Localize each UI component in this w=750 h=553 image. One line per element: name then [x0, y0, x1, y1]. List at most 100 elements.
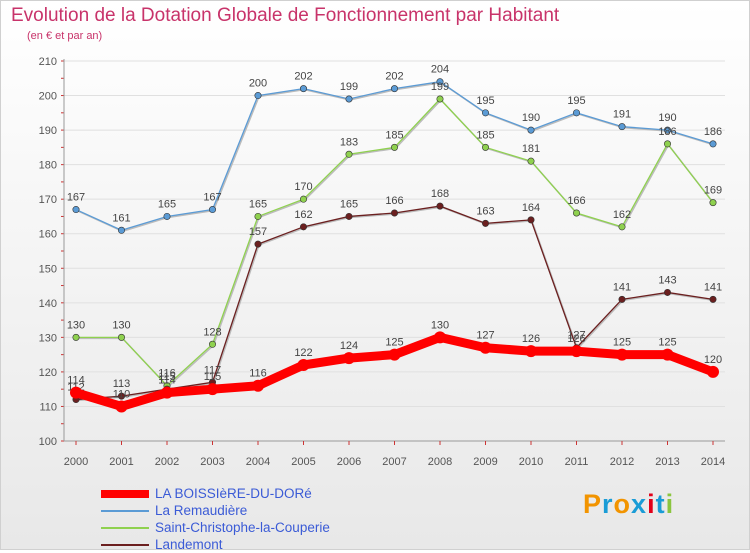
data-label: 127 — [476, 330, 494, 342]
data-label: 117 — [204, 364, 222, 376]
data-label: 115 — [204, 371, 222, 383]
data-label: 125 — [385, 337, 403, 349]
data-label: 157 — [249, 226, 267, 238]
data-point — [252, 379, 264, 392]
data-point — [388, 348, 401, 361]
data-label: 199 — [340, 81, 358, 93]
data-label: 162 — [294, 209, 312, 221]
data-point — [163, 212, 171, 220]
data-label: 127 — [567, 330, 585, 342]
data-point — [616, 348, 628, 361]
x-tick-label: 2009 — [473, 456, 497, 468]
data-label: 164 — [522, 202, 540, 214]
data-label: 120 — [704, 354, 722, 366]
y-tick-label: 150 — [39, 263, 57, 275]
data-point — [618, 123, 626, 131]
data-point — [527, 157, 535, 165]
x-tick-label: 2002 — [155, 456, 179, 468]
data-label: 113 — [113, 378, 131, 390]
proxiti-logo: Proxiti — [583, 489, 674, 520]
y-tick-label: 190 — [39, 125, 57, 137]
data-label: 186 — [704, 126, 722, 138]
data-label: 116 — [158, 368, 176, 380]
legend-item: LA BOISSIèRE-DU-DORé — [101, 485, 330, 502]
data-label: 165 — [249, 198, 267, 210]
data-point — [343, 352, 355, 365]
y-tick-label: 210 — [39, 56, 57, 68]
data-point — [572, 209, 580, 217]
data-point — [118, 226, 126, 234]
data-label: 181 — [522, 143, 540, 155]
x-tick-label: 2001 — [109, 456, 133, 468]
data-label: 114 — [67, 375, 85, 387]
data-label: 165 — [340, 198, 358, 210]
data-label: 126 — [567, 333, 585, 345]
data-label: 110 — [113, 388, 131, 400]
data-point — [707, 365, 719, 378]
legend-label: Landemont — [155, 537, 223, 552]
data-point — [345, 95, 353, 103]
data-point — [209, 206, 217, 214]
logo-letter: r — [602, 489, 614, 519]
x-tick-label: 2010 — [519, 456, 543, 468]
legend-swatch — [101, 489, 149, 498]
data-point — [436, 78, 444, 86]
data-point — [299, 85, 307, 93]
x-tick-label: 2000 — [64, 456, 88, 468]
data-label: 168 — [431, 188, 449, 200]
data-label: 183 — [340, 136, 358, 148]
legend-label: LA BOISSIèRE-DU-DORé — [155, 486, 312, 501]
data-point — [345, 150, 353, 158]
legend-item: La Remaudière — [101, 502, 330, 519]
data-point — [527, 126, 535, 134]
data-label: 186 — [658, 126, 676, 138]
y-tick-label: 140 — [39, 298, 57, 310]
logo-letter: i — [647, 489, 656, 519]
data-label: 114 — [158, 375, 176, 387]
y-tick-label: 120 — [39, 367, 57, 379]
data-point — [72, 206, 80, 214]
data-point — [661, 348, 674, 361]
legend-label: La Remaudière — [155, 503, 248, 518]
y-tick-label: 170 — [39, 194, 57, 206]
data-point — [209, 340, 217, 348]
data-label: 200 — [249, 78, 267, 90]
data-label: 199 — [431, 81, 449, 93]
data-point — [390, 143, 398, 151]
data-point — [663, 288, 671, 296]
data-label: 195 — [476, 95, 494, 107]
x-tick-label: 2003 — [200, 456, 224, 468]
data-point — [115, 400, 128, 413]
data-label: 204 — [431, 64, 449, 76]
data-point — [479, 341, 492, 354]
data-label: 130 — [431, 319, 449, 331]
data-label: 190 — [658, 112, 676, 124]
data-point — [254, 240, 262, 248]
data-label: 143 — [658, 274, 676, 286]
data-point — [206, 383, 219, 396]
data-label: 161 — [112, 212, 130, 224]
chart-subtitle: (en € et par an) — [27, 30, 103, 42]
data-label: 126 — [522, 333, 540, 345]
data-label: 130 — [112, 319, 130, 331]
logo-letter: t — [655, 489, 666, 519]
data-point — [118, 333, 126, 341]
data-label: 169 — [704, 185, 722, 197]
y-tick-label: 200 — [39, 91, 57, 103]
x-tick-label: 2007 — [382, 456, 406, 468]
data-label: 195 — [567, 95, 585, 107]
data-point — [297, 359, 310, 371]
data-label: 202 — [385, 71, 403, 83]
data-point — [481, 109, 489, 117]
legend-label: Saint-Christophe-la-Couperie — [155, 520, 330, 535]
data-label: 125 — [658, 337, 676, 349]
logo-letter: x — [631, 489, 648, 519]
data-point — [434, 331, 446, 344]
data-label: 167 — [67, 192, 85, 204]
data-label: 128 — [203, 326, 221, 338]
x-tick-label: 2004 — [246, 456, 270, 468]
y-tick-label: 110 — [39, 401, 57, 413]
chart-legend: LA BOISSIèRE-DU-DORé La Remaudière Saint-C… — [101, 485, 330, 553]
data-point — [299, 195, 307, 203]
data-label: 125 — [613, 337, 631, 349]
